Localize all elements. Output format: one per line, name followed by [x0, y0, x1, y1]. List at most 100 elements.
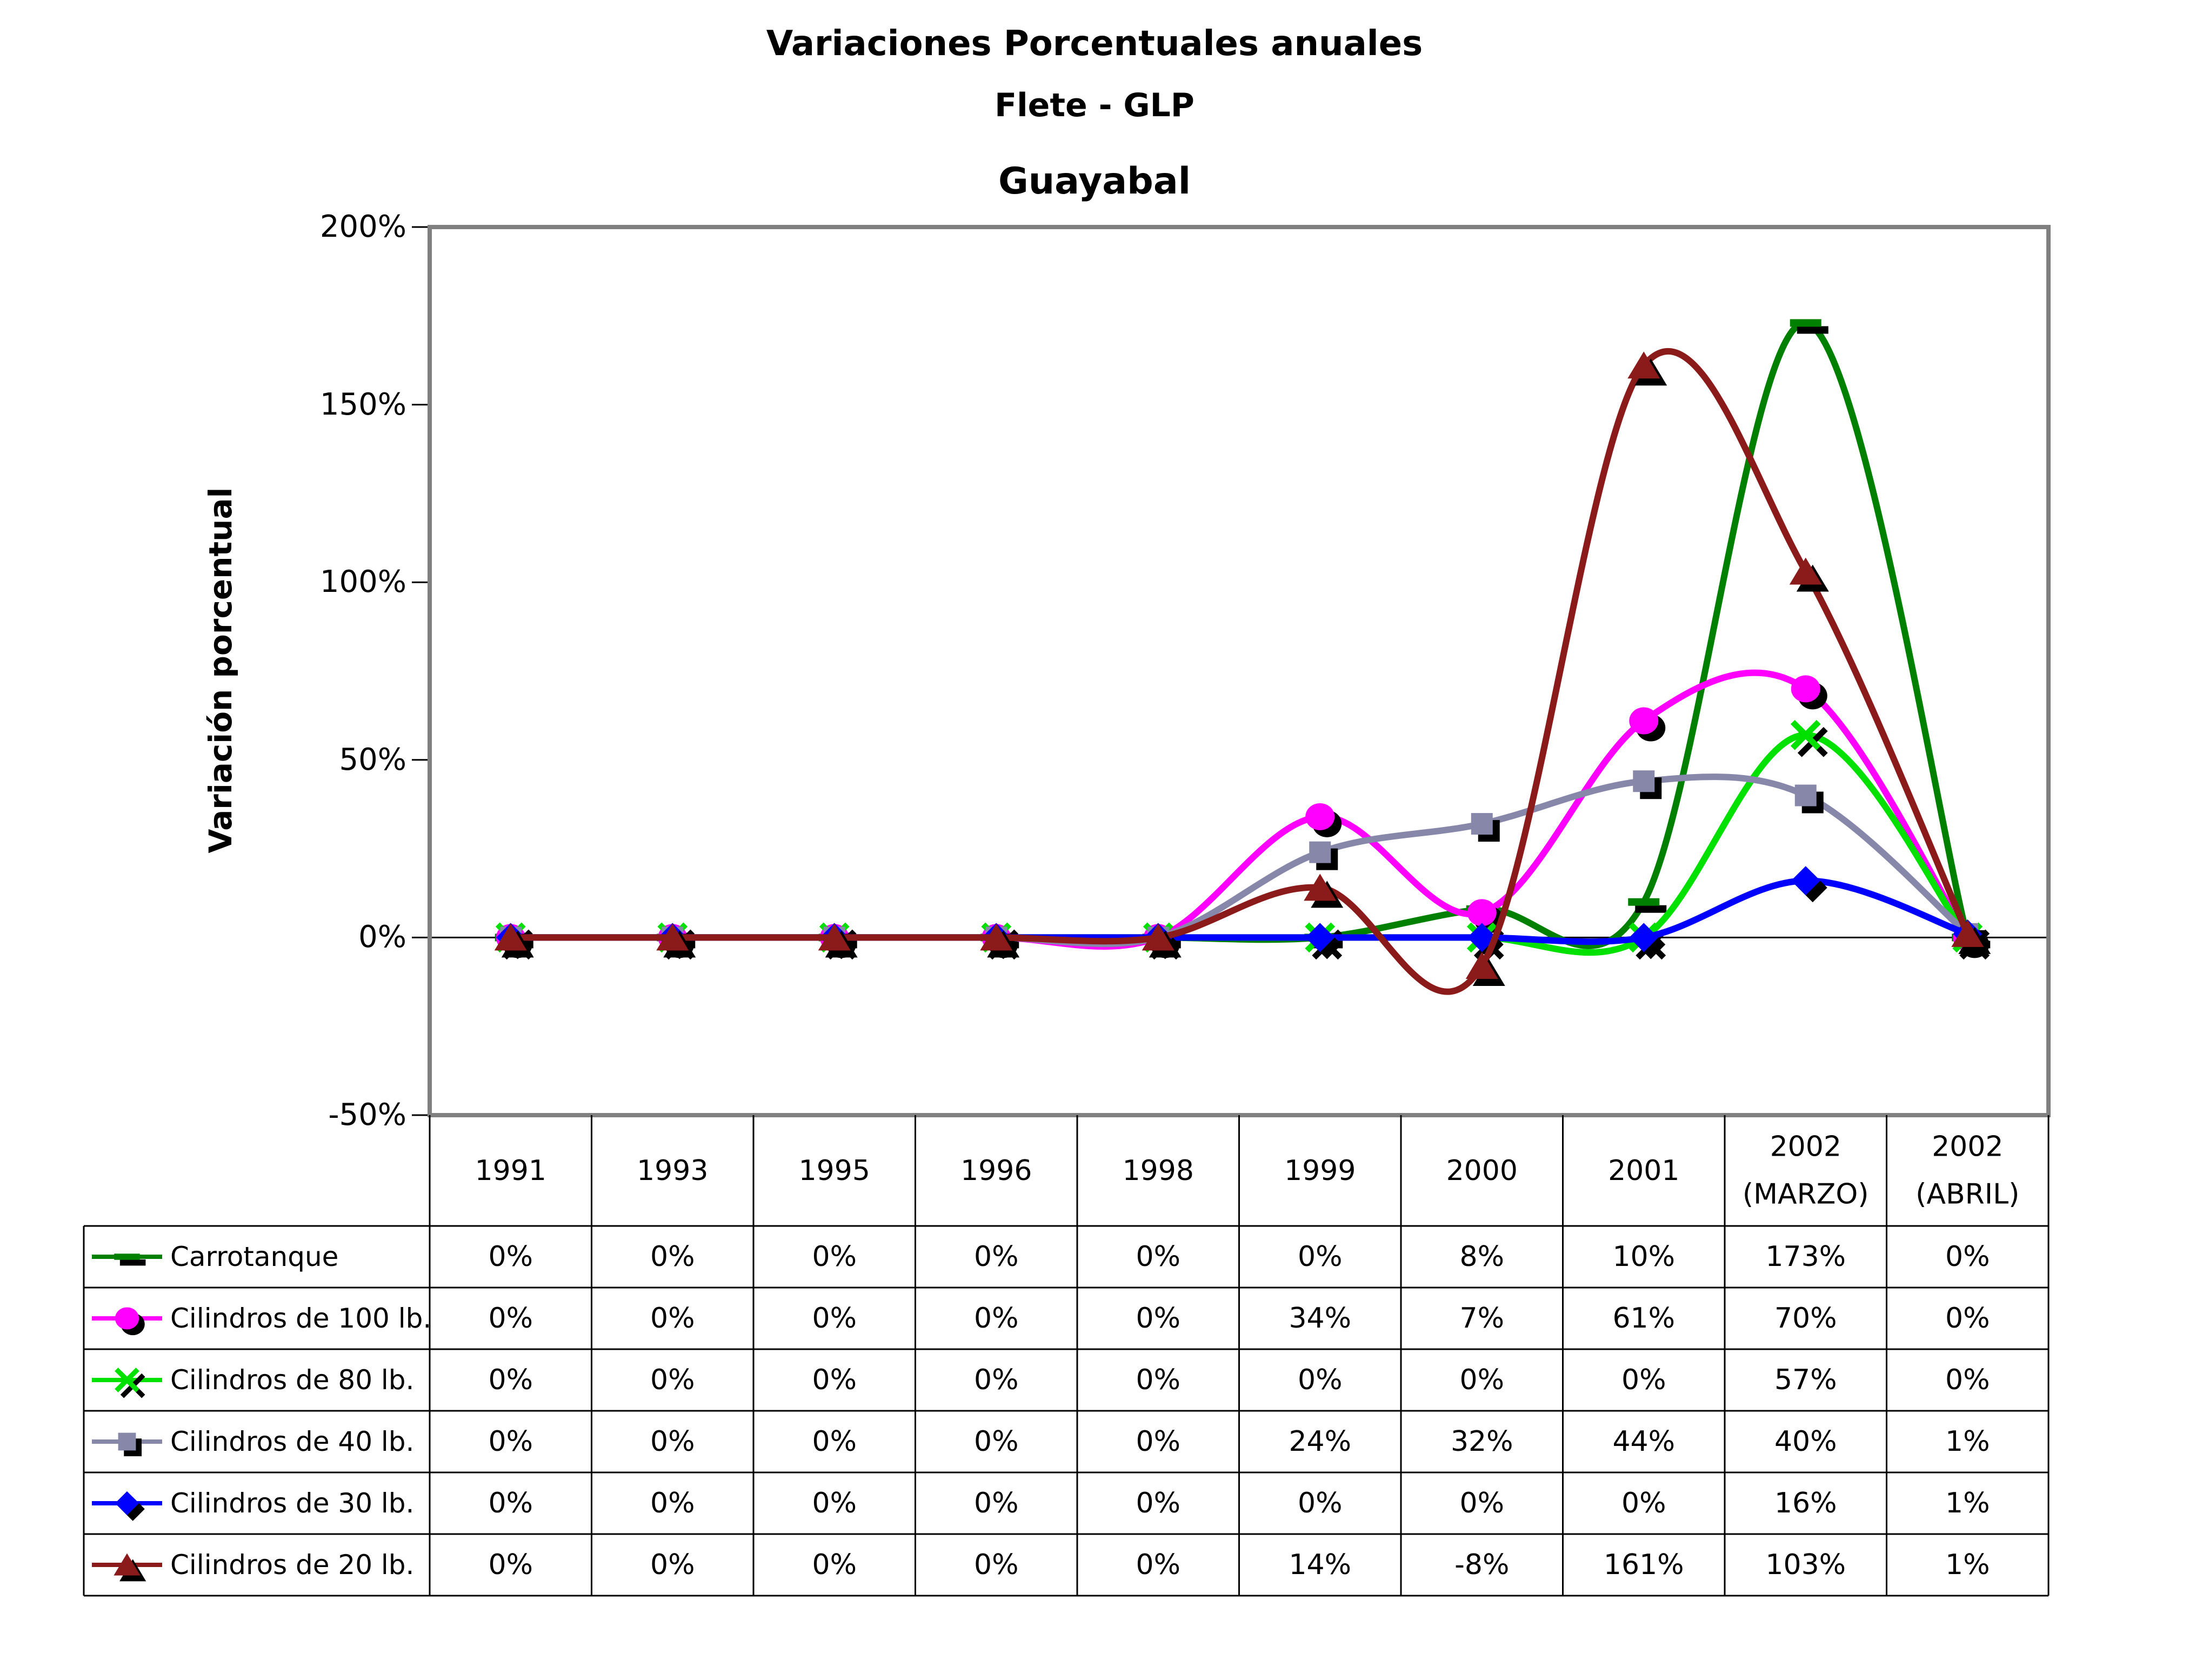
table-cell-value: 0% [1459, 1364, 1505, 1396]
table-cell-value: 0% [812, 1487, 857, 1519]
legend-series-name: Carrotanque [170, 1241, 339, 1272]
square-marker [1309, 841, 1331, 863]
table-cell-value: 0% [1945, 1364, 1990, 1396]
x-category-label: 1999 [1284, 1154, 1356, 1187]
x-category-label: 1991 [475, 1154, 546, 1187]
table-cell-value: 0% [650, 1487, 695, 1519]
circle-marker [1467, 899, 1497, 926]
table-cell-value: -8% [1454, 1549, 1510, 1581]
table-cell-value: 0% [1136, 1549, 1181, 1581]
x-category-label: 2002 (MARZO) [1742, 1130, 1869, 1211]
table-cell-value: 32% [1450, 1425, 1513, 1458]
table-cell-value: 0% [488, 1549, 533, 1581]
x-marker [115, 1368, 139, 1392]
y-tick-label: 150% [319, 386, 406, 422]
chart-subtitle-location: Guayabal [998, 160, 1191, 203]
series-line-3 [507, 731, 1971, 956]
dash-marker [1790, 319, 1821, 327]
square-marker [1471, 813, 1493, 835]
diamond-marker [115, 1491, 139, 1516]
triangle-marker [1951, 919, 1984, 947]
table-cell-value: 24% [1289, 1425, 1352, 1458]
table-cell-value: 0% [1298, 1241, 1343, 1273]
table-cell-value: 0% [812, 1549, 857, 1581]
table-cell-value: 7% [1459, 1302, 1505, 1335]
table-cell-value: 0% [1136, 1364, 1181, 1396]
diamond-marker [1629, 923, 1659, 952]
triangle-marker [980, 923, 1013, 951]
table-cell-value: 0% [1945, 1302, 1990, 1335]
dash-marker-shadow [1797, 326, 1828, 334]
table-cell-value: 1% [1945, 1487, 1990, 1519]
circle-marker [1791, 675, 1820, 703]
triangle-marker [818, 923, 851, 951]
series-line-1 [507, 319, 1971, 949]
x-category-label: 1996 [960, 1154, 1032, 1187]
table-cell-value: 1% [1945, 1549, 1990, 1581]
x-marker [1790, 719, 1821, 750]
series-line-6 [507, 348, 1971, 995]
plot-border [428, 225, 2051, 1117]
table-cell-value: 0% [650, 1241, 695, 1273]
table-cell-value: 0% [812, 1241, 857, 1273]
y-tick-label: 0% [358, 919, 406, 955]
table-cell-value: 0% [1136, 1487, 1181, 1519]
table-cell-value: 0% [812, 1302, 857, 1335]
table-cell-value: 70% [1774, 1302, 1837, 1335]
x-category-label: 2001 [1608, 1154, 1680, 1187]
table-cell-value: 0% [812, 1425, 857, 1458]
chart-title: Variaciones Porcentuales anuales [766, 24, 1423, 64]
table-cell-value: 0% [1298, 1487, 1343, 1519]
triangle-marker [494, 923, 527, 951]
legend-series-name: Cilindros de 100 lb. [170, 1303, 432, 1334]
table-cell-value: 0% [488, 1364, 533, 1396]
x-category-label: 1993 [637, 1154, 709, 1187]
table-cell-value: 0% [650, 1425, 695, 1458]
series-line-4 [507, 774, 1971, 948]
x-category-label: 1995 [798, 1154, 870, 1187]
table-cell-value: 0% [974, 1425, 1019, 1458]
legend-series-name: Cilindros de 20 lb. [170, 1549, 415, 1581]
table-cell-value: 0% [1621, 1364, 1666, 1396]
legend-series-name: Cilindros de 40 lb. [170, 1426, 415, 1457]
table-cell-value: 0% [974, 1364, 1019, 1396]
y-tick-label: -50% [328, 1097, 406, 1132]
y-tick-label: 50% [339, 742, 406, 777]
dash-marker-shadow [119, 1259, 146, 1266]
legend-series-name: Cilindros de 30 lb. [170, 1488, 415, 1519]
table-cell-value: 0% [974, 1302, 1019, 1335]
table-cell-value: 103% [1765, 1549, 1846, 1581]
y-tick-label: 200% [319, 209, 406, 244]
legend-series-name: Cilindros de 80 lb. [170, 1364, 415, 1396]
square-marker [1633, 770, 1655, 792]
table-cell-value: 57% [1774, 1364, 1837, 1396]
table-cell-value: 0% [1136, 1425, 1181, 1458]
triangle-marker [656, 923, 689, 951]
circle-marker [1305, 803, 1335, 830]
square-marker [1794, 784, 1817, 806]
table-cell-value: 0% [650, 1549, 695, 1581]
triangle-marker [114, 1553, 141, 1576]
dash-marker [114, 1254, 140, 1260]
table-cell-value: 0% [488, 1425, 533, 1458]
triangle-marker [1789, 557, 1822, 585]
triangle-marker [1465, 951, 1498, 979]
square-marker [118, 1432, 136, 1451]
table-cell-value: 0% [488, 1487, 533, 1519]
table-cell-value: 173% [1765, 1241, 1846, 1273]
chart-subtitle: Flete - GLP [995, 86, 1194, 124]
table-cell-value: 8% [1459, 1241, 1505, 1273]
table-cell-value: 0% [650, 1302, 695, 1335]
table-cell-value: 0% [1136, 1302, 1181, 1335]
table-cell-value: 161% [1603, 1549, 1684, 1581]
circle-marker [1629, 707, 1659, 735]
table-cell-value: 1% [1945, 1425, 1990, 1458]
diamond-marker [1791, 866, 1820, 896]
table-cell-value: 10% [1612, 1241, 1676, 1273]
table-cell-value: 14% [1289, 1549, 1352, 1581]
table-cell-value: 0% [974, 1241, 1019, 1273]
table-cell-value: 0% [812, 1364, 857, 1396]
table-cell-value: 0% [488, 1302, 533, 1335]
